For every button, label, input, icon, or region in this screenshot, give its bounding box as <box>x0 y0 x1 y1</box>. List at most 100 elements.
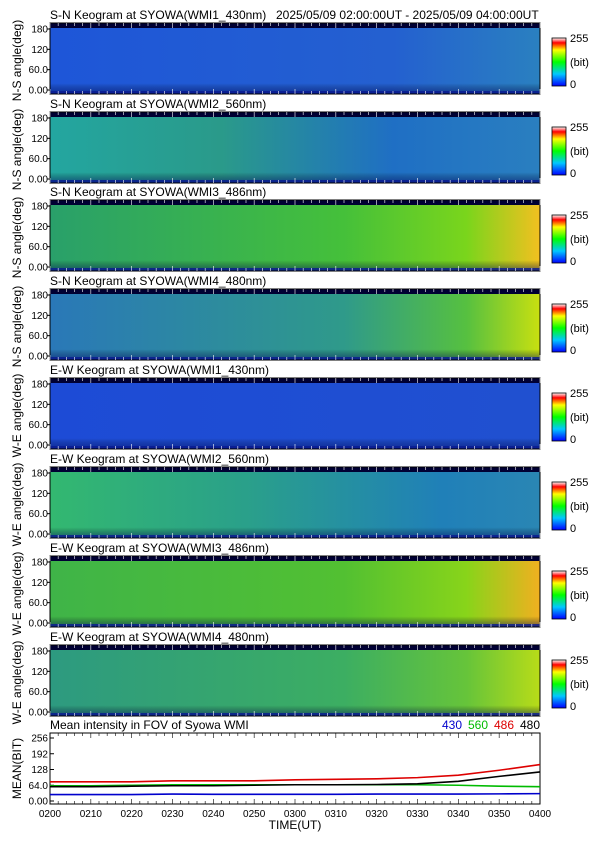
colorbar-max-label: 255 <box>570 655 588 667</box>
legend-entry: 430 <box>442 718 462 732</box>
colorbar-unit-label: (bit) <box>570 57 589 69</box>
legend-entry: 560 <box>468 718 488 732</box>
y-tick-label: 256 <box>31 734 48 745</box>
colorbar-unit-label: (bit) <box>570 323 589 335</box>
colorbar <box>551 214 567 264</box>
panel-title: S-N Keogram at SYOWA(WMI4_480nm) <box>50 274 266 288</box>
colorbar-unit-label: (bit) <box>570 501 589 513</box>
y-tick-label: 120 <box>31 667 48 678</box>
mean-plot-title: Mean intensity in FOV of Syowa WMI <box>50 718 249 732</box>
y-axis-label: W-E angle(deg) <box>10 463 24 547</box>
colorbar-min-label: 0 <box>570 168 576 180</box>
panel-title: E-W Keogram at SYOWA(WMI3_486nm) <box>50 541 269 555</box>
y-tick-label: 180 <box>31 380 48 391</box>
x-axis-label: TIME(UT) <box>269 818 322 832</box>
y-tick-label: 0.00 <box>29 441 49 452</box>
legend-entry: 486 <box>494 718 514 732</box>
series-line-480 <box>50 771 541 788</box>
colorbar-unit-label: (bit) <box>570 679 589 691</box>
y-tick-label: 60.0 <box>29 420 49 431</box>
y-tick-label: 0.00 <box>29 797 49 808</box>
y-tick-label: 0.00 <box>29 352 49 363</box>
colorbar-unit-label: (bit) <box>570 146 589 158</box>
y-tick-label: 180 <box>31 202 48 213</box>
x-tick-label: 0200 <box>39 809 62 820</box>
plot-frame <box>49 732 541 805</box>
colorbar-unit-label: (bit) <box>570 590 589 602</box>
colorbar-min-label: 0 <box>570 523 576 535</box>
x-tick-label: 0230 <box>161 809 184 820</box>
colorbar-max-label: 255 <box>570 566 588 578</box>
colorbar-max-label: 255 <box>570 210 588 222</box>
y-tick-label: 0.00 <box>29 530 49 541</box>
y-tick-label: 192 <box>31 749 48 760</box>
colorbar-min-label: 0 <box>570 434 576 446</box>
x-tick-label: 0330 <box>406 809 429 820</box>
y-tick-label: 120 <box>31 400 48 411</box>
keogram-panel: E-W Keogram at SYOWA(WMI4_480nm)180 120 60… <box>10 630 589 724</box>
colorbar <box>551 481 567 531</box>
colorbar-min-label: 0 <box>570 612 576 624</box>
keogram-panel: E-W Keogram at SYOWA(WMI1_430nm)180 120 60… <box>10 363 589 457</box>
y-tick-label: 0.00 <box>29 175 49 186</box>
y-axis-label: N-S angle(deg) <box>10 20 24 101</box>
y-tick-label: 60.0 <box>29 154 49 165</box>
panel-title: E-W Keogram at SYOWA(WMI4_480nm) <box>50 630 269 644</box>
x-tick-label: 0220 <box>121 809 144 820</box>
series-line-430 <box>50 792 541 796</box>
y-tick-label: 120 <box>31 222 48 233</box>
keogram-panel: S-N Keogram at SYOWA(WMI2_560nm)180 120 60… <box>10 97 589 190</box>
mean-intensity-plot: Mean intensity in FOV of Syowa WMI 480 486… <box>10 718 552 832</box>
y-tick-label: 60.0 <box>29 331 49 342</box>
x-tick-label: 0350 <box>488 809 511 820</box>
colorbar <box>551 303 567 353</box>
y-tick-label: 180 <box>31 291 48 302</box>
x-tick-label: 0300 <box>284 809 307 820</box>
y-tick-label: 128 <box>31 765 48 776</box>
panel-title: S-N Keogram at SYOWA(WMI2_560nm) <box>50 97 266 111</box>
keogram-panel: S-N Keogram at SYOWA(WMI3_486nm)180 120 60… <box>10 185 589 278</box>
y-tick-label: 180 <box>31 469 48 480</box>
y-tick-label: 64.0 <box>29 781 49 792</box>
colorbar <box>551 570 567 620</box>
y-axis-label: W-E angle(deg) <box>10 641 24 725</box>
x-tick-label: 0320 <box>366 809 389 820</box>
colorbar <box>551 126 567 176</box>
y-tick-label: 120 <box>31 134 48 145</box>
y-tick-label: 0.00 <box>29 263 49 274</box>
keogram-panel: S-N Keogram at SYOWA(WMI4_480nm)180 120 60… <box>10 274 589 367</box>
y-axis-label: MEAN(BIT) <box>10 738 24 799</box>
panel-title: E-W Keogram at SYOWA(WMI1_430nm) <box>50 363 269 377</box>
y-tick-label: 60.0 <box>29 65 49 76</box>
colorbar-min-label: 0 <box>570 345 576 357</box>
y-tick-label: 180 <box>31 558 48 569</box>
y-tick-label: 120 <box>31 311 48 322</box>
y-tick-label: 120 <box>31 578 48 589</box>
colorbar <box>551 659 567 709</box>
x-tick-label: 0240 <box>202 809 225 820</box>
colorbar-max-label: 255 <box>570 33 588 45</box>
y-tick-label: 60.0 <box>29 242 49 253</box>
keogram-panel: E-W Keogram at SYOWA(WMI3_486nm)180 120 60… <box>10 541 589 635</box>
x-tick-label: 0210 <box>80 809 103 820</box>
colorbar-unit-label: (bit) <box>570 412 589 424</box>
colorbar-min-label: 0 <box>570 256 576 268</box>
y-tick-label: 60.0 <box>29 598 49 609</box>
x-tick-label: 0340 <box>447 809 470 820</box>
colorbar-min-label: 0 <box>570 701 576 713</box>
colorbar-max-label: 255 <box>570 388 588 400</box>
y-tick-label: 180 <box>31 114 48 125</box>
colorbar-unit-label: (bit) <box>570 234 589 246</box>
y-tick-label: 180 <box>31 25 48 36</box>
colorbar-min-label: 0 <box>570 79 576 91</box>
panel-title: S-N Keogram at SYOWA(WMI3_486nm) <box>50 185 266 199</box>
y-tick-label: 0.00 <box>29 86 49 97</box>
y-axis-label: W-E angle(deg) <box>10 552 24 636</box>
y-axis-label: N-S angle(deg) <box>10 197 24 278</box>
colorbar-max-label: 255 <box>570 299 588 311</box>
colorbar <box>551 392 567 442</box>
panel-title: E-W Keogram at SYOWA(WMI2_560nm) <box>50 452 269 466</box>
colorbar-max-label: 255 <box>570 477 588 489</box>
legend: 480 486 560 430 <box>442 718 540 732</box>
y-tick-label: 60.0 <box>29 509 49 520</box>
